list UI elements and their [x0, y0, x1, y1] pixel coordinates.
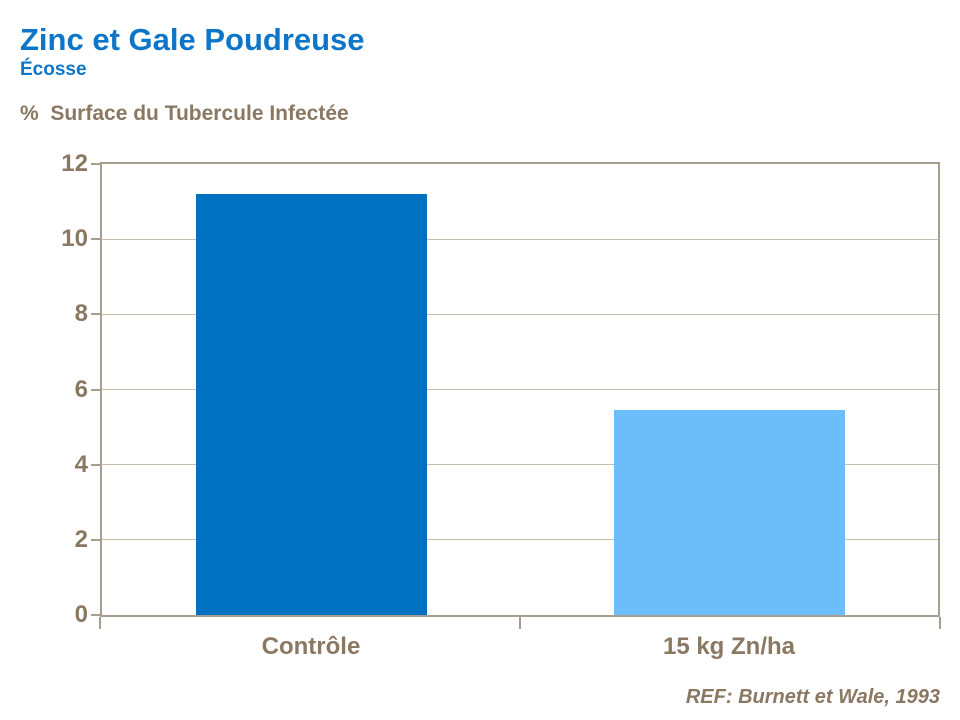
y-tick-label: 8	[74, 300, 88, 328]
gridline	[102, 313, 938, 315]
bar	[614, 410, 845, 615]
y-tickmark	[91, 614, 100, 616]
x-tickmark	[519, 617, 521, 629]
y-tickmark	[91, 238, 100, 241]
gridline	[102, 389, 938, 390]
gridline	[102, 539, 938, 541]
y-tick-label: 2	[74, 525, 88, 553]
y-tickmark	[91, 463, 100, 466]
reference-text: REF: Burnett et Wale, 1993	[685, 686, 940, 708]
chart-title: Zinc et Gale Poudreuse	[20, 22, 365, 57]
plot-area	[100, 162, 940, 617]
y-tick-label: 12	[61, 150, 88, 177]
y-tickmark	[91, 388, 100, 391]
y-tick-label: 0	[74, 601, 88, 628]
y-tick-label: 6	[74, 375, 88, 403]
bar	[196, 194, 427, 615]
y-tick-label: 10	[61, 225, 88, 253]
y-axis-title: % Surface du Tubercule Infectée	[20, 102, 349, 125]
x-tickmark	[99, 617, 101, 629]
y-tick-label: 4	[74, 450, 88, 478]
x-category-label: Contrôle	[261, 633, 361, 660]
x-category-label: 15 kg Zn/ha	[662, 633, 796, 660]
gridline	[102, 238, 938, 240]
y-tickmark	[91, 163, 100, 165]
y-tickmark	[91, 313, 100, 316]
chart-subtitle: Écosse	[20, 59, 87, 80]
y-tickmark	[91, 538, 100, 541]
gridline	[102, 464, 938, 466]
x-tickmark	[939, 617, 941, 629]
